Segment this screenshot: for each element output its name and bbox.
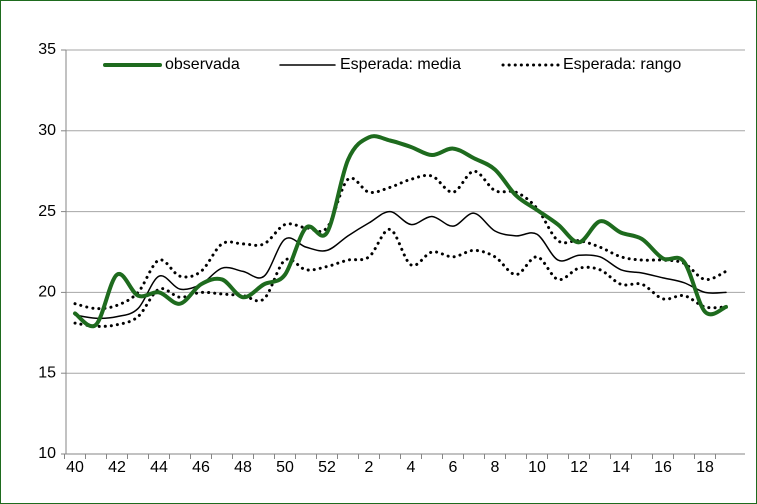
x-tick-label: 52 — [318, 459, 336, 476]
y-tick-label: 35 — [38, 41, 56, 58]
x-tick-label: 4 — [407, 459, 416, 476]
series-line — [73, 134, 728, 329]
series-line — [73, 227, 728, 328]
series-line — [73, 169, 728, 311]
x-tick-label: 46 — [192, 459, 210, 476]
legend-label: Esperada: media — [340, 56, 461, 73]
x-tick-label: 12 — [570, 459, 588, 476]
x-tick-label: 18 — [696, 459, 714, 476]
y-tick-label: 20 — [38, 284, 56, 301]
x-tick-label: 48 — [234, 459, 252, 476]
y-tick-label: 25 — [38, 203, 56, 220]
y-tick-label: 10 — [38, 445, 56, 462]
x-tick-label: 42 — [108, 459, 126, 476]
x-tick-label: 44 — [150, 459, 168, 476]
x-tick-label: 14 — [612, 459, 630, 476]
series-line — [74, 210, 727, 320]
x-tick-label: 16 — [654, 459, 672, 476]
legend-label: observada — [165, 56, 240, 73]
x-tick-label: 50 — [276, 459, 294, 476]
x-tick-label: 6 — [449, 459, 458, 476]
legend-label: Esperada: rango — [563, 56, 681, 73]
y-tick-label: 30 — [38, 122, 56, 139]
x-tick-label: 2 — [365, 459, 374, 476]
x-tick-label: 10 — [528, 459, 546, 476]
legend-background — [98, 52, 710, 80]
y-tick-label: 15 — [38, 364, 56, 381]
x-tick-label: 8 — [491, 459, 500, 476]
x-tick-label: 40 — [66, 459, 84, 476]
